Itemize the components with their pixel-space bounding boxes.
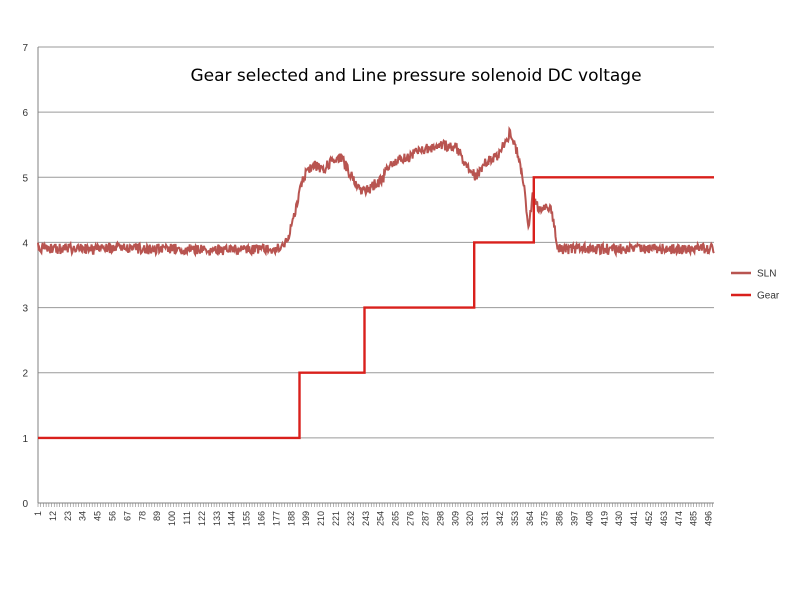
x-tick-label: 67	[122, 511, 132, 521]
y-tick-label: 0	[22, 499, 28, 510]
x-tick-label: 89	[152, 511, 162, 521]
x-tick-label: 34	[78, 511, 88, 521]
series-line-sln	[37, 125, 715, 258]
x-tick-label: 133	[212, 511, 222, 526]
x-tick-label: 276	[406, 511, 416, 526]
x-tick-label: 287	[420, 511, 430, 526]
x-tick-label: 23	[63, 511, 73, 521]
x-tick-label: 155	[242, 511, 252, 526]
x-tick-label: 12	[48, 511, 58, 521]
y-tick-label: 4	[22, 238, 28, 249]
x-tick-label: 221	[331, 511, 341, 526]
x-tick-label: 210	[316, 511, 326, 526]
legend-label: Gear	[757, 291, 780, 302]
x-tick-label: 342	[495, 511, 505, 526]
x-tick-label: 353	[510, 511, 520, 526]
x-tick-label: 452	[644, 511, 654, 526]
x-tick-label: 177	[271, 511, 281, 526]
x-tick-label: 265	[391, 511, 401, 526]
series-line-gear	[38, 176, 714, 440]
x-tick-label: 144	[227, 511, 237, 526]
x-tick-label: 199	[301, 511, 311, 526]
x-tick-label: 254	[376, 511, 386, 526]
x-tick-label: 188	[286, 511, 296, 526]
x-tick-label: 430	[614, 511, 624, 526]
series-lines	[37, 125, 715, 440]
x-tick-label: 78	[137, 511, 147, 521]
y-tick-label: 2	[22, 369, 28, 380]
x-tick-label: 111	[182, 511, 192, 525]
x-tick-label: 45	[93, 511, 103, 521]
x-tick-label: 419	[599, 511, 609, 526]
x-tick-label: 320	[465, 511, 475, 526]
legend-label: SLN	[757, 269, 776, 280]
y-tick-label: 1	[22, 434, 28, 445]
x-tick-label: 298	[435, 511, 445, 526]
y-tick-label: 5	[22, 173, 28, 184]
x-tick-label: 166	[257, 511, 267, 526]
x-tick-label: 441	[629, 511, 639, 526]
x-tick-label: 496	[704, 511, 714, 526]
y-tick-label: 3	[22, 304, 28, 315]
x-tick-label: 56	[108, 511, 118, 521]
y-tick-label: 7	[22, 43, 28, 54]
chart-title: Gear selected and Line pressure solenoid…	[190, 66, 641, 86]
x-tick-label: 1	[33, 511, 43, 516]
x-tick-label: 375	[540, 511, 550, 526]
x-tick-label: 309	[450, 511, 460, 526]
x-tick-label: 386	[555, 511, 565, 526]
x-tick-label: 331	[480, 511, 490, 526]
x-tick-label: 243	[361, 511, 371, 526]
x-tick-label: 100	[167, 511, 177, 526]
x-tick-label: 364	[525, 511, 535, 526]
x-tick-label: 408	[584, 511, 594, 526]
x-tick-label: 232	[346, 511, 356, 526]
y-tick-label: 6	[22, 108, 28, 119]
x-tick-label: 463	[659, 511, 669, 526]
x-tick-label: 122	[197, 511, 207, 526]
x-tick-label: 474	[674, 511, 684, 526]
legend: SLN Gear	[731, 269, 780, 302]
x-tick-label: 397	[569, 511, 579, 526]
x-tick-label: 485	[689, 511, 699, 526]
